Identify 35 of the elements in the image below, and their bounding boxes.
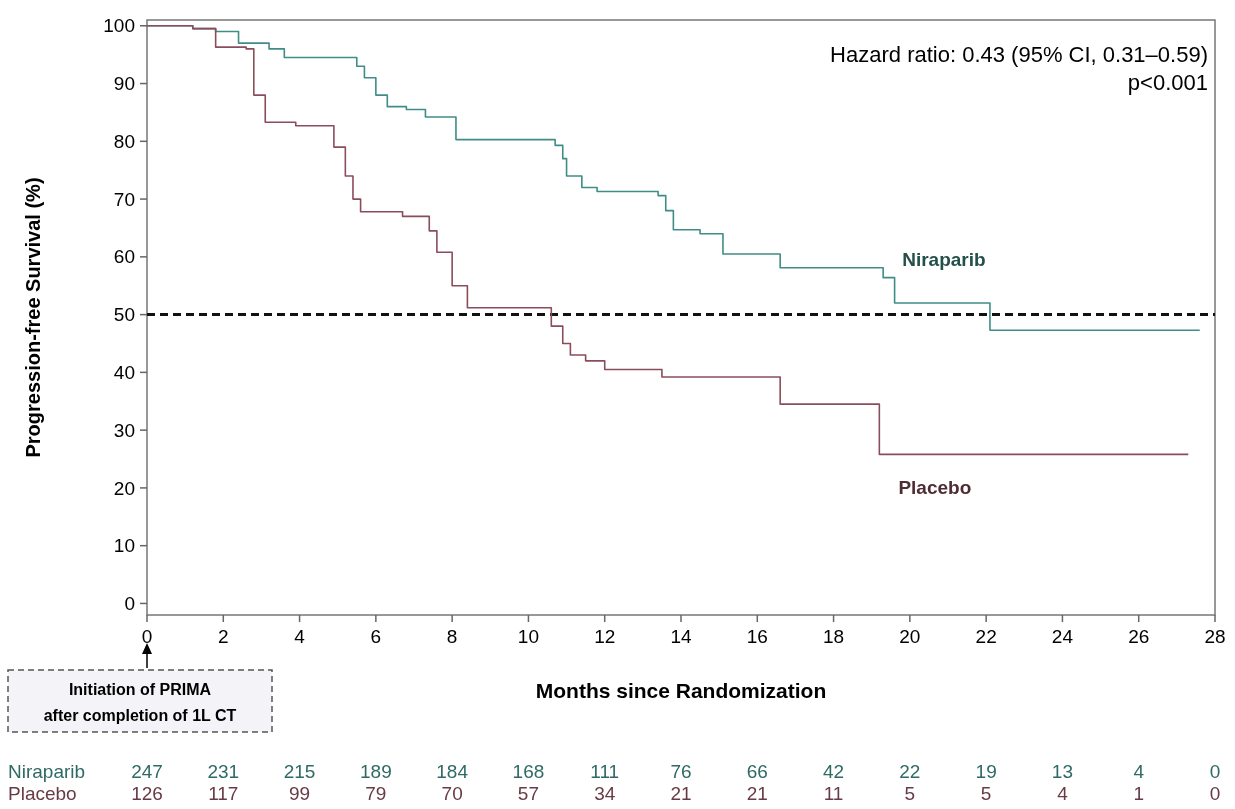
x-axis-title: Months since Randomization: [535, 679, 827, 702]
y-tick-label: 100: [103, 15, 135, 37]
x-tick-label: 22: [975, 626, 997, 647]
y-tick-label: 40: [113, 362, 135, 384]
annotation: Hazard ratio: 0.43 (95% CI, 0.31–0.59): [830, 42, 1208, 67]
text: Initiation of PRIMA after completion of 1L CT: [43, 681, 237, 724]
y-tick-label: 50: [113, 304, 135, 326]
x-tick-label: 28: [1204, 626, 1226, 647]
x-tick-label: 2: [218, 626, 229, 647]
x-tick-label: 4: [294, 626, 306, 647]
x-tick-label: 18: [823, 626, 845, 647]
text: Placebo 126 117 99 79 70 57 34 21 21 11 5 5 4 1 0: [8, 783, 1221, 804]
x-tick-label: 24: [1051, 626, 1074, 647]
x-tick-label: 6: [370, 626, 382, 647]
y-tick-label: 60: [113, 246, 135, 268]
y-tick-label: 70: [113, 188, 135, 210]
y-tick-label: 80: [113, 130, 135, 152]
x-tick-label: 10: [517, 626, 539, 647]
annotation: p<0.001: [1127, 70, 1208, 95]
x-tick-label: 20: [899, 626, 921, 647]
x-tick-label: 8: [446, 626, 458, 647]
x-tick-label: 0: [141, 626, 153, 647]
y-tick-label: 10: [113, 535, 135, 557]
x-tick-label: 12: [594, 626, 616, 647]
x-tick-label: 26: [1128, 626, 1150, 647]
y-axis-title: Progression-free Survival (%): [22, 177, 44, 458]
y-tick-label: 90: [113, 73, 135, 95]
series-label: Niraparib: [902, 248, 986, 270]
y-tick-label: 30: [113, 419, 135, 441]
series-label: Placebo: [898, 477, 972, 499]
x-tick-label: 14: [670, 626, 692, 647]
x-tick-label: 16: [746, 626, 768, 647]
y-tick-label: 0: [124, 593, 135, 615]
text: Niraparib 247 231 215 189 184 168 111 76 66 42 22 19 13 4 0: [8, 761, 1221, 782]
y-tick-label: 20: [113, 477, 135, 499]
